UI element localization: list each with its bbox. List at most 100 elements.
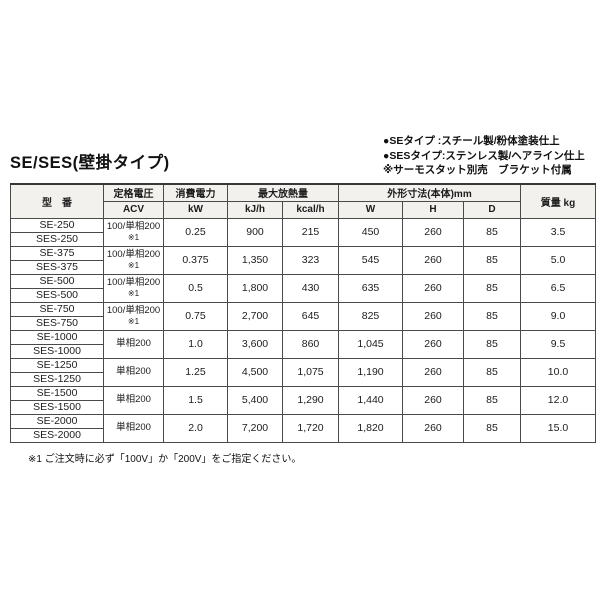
col-header-voltage-unit: ACV bbox=[103, 200, 164, 219]
kcalh-cell: 860 bbox=[282, 329, 339, 359]
col-header-h: H bbox=[402, 200, 464, 219]
col-header-model: 型 番 bbox=[10, 183, 104, 219]
height-cell: 260 bbox=[402, 273, 464, 303]
weight-cell: 9.5 bbox=[520, 329, 596, 359]
width-cell: 1,190 bbox=[338, 357, 403, 387]
spec-table-body: SE-250 100/単相200 ※1 0.25 900 215 450 260 85 3.5 SE… bbox=[10, 217, 596, 443]
power-cell: 1.0 bbox=[163, 329, 228, 359]
model-cell: SE-1500 bbox=[10, 385, 104, 401]
spec-table: 型 番 定格電圧 消費電力 最大放熱量 外形寸法(本体)mm 質量 kg ACV… bbox=[10, 183, 596, 443]
power-cell: 0.375 bbox=[163, 245, 228, 275]
voltage-value: 単相200 bbox=[116, 421, 151, 433]
voltage-value: 100/単相200 bbox=[106, 277, 161, 289]
voltage-value: 単相200 bbox=[116, 365, 151, 377]
kjh-cell: 5,400 bbox=[227, 385, 283, 415]
col-header-weight: 質量 kg bbox=[520, 183, 596, 219]
table-row: SE-1500 単相200 1.5 5,400 1,290 1,440 260 85 12.0 bbox=[10, 385, 596, 415]
page-title: SE/SES(壁掛タイプ) bbox=[10, 154, 170, 172]
col-header-dims: 外形寸法(本体)mm bbox=[338, 183, 521, 202]
note-se-type: ●SEタイプ :スチール製/粉体塗装仕上 bbox=[383, 135, 560, 147]
model-cell: SES-1500 bbox=[10, 399, 104, 415]
weight-cell: 6.5 bbox=[520, 273, 596, 303]
depth-cell: 85 bbox=[463, 357, 521, 387]
width-cell: 635 bbox=[338, 273, 403, 303]
depth-cell: 85 bbox=[463, 413, 521, 443]
table-row: SE-1000 単相200 1.0 3,600 860 1,045 260 85 9.5 bbox=[10, 329, 596, 359]
model-cell: SES-250 bbox=[10, 231, 104, 247]
height-cell: 260 bbox=[402, 413, 464, 443]
table-row: SE-250 100/単相200 ※1 0.25 900 215 450 260 85 3.5 bbox=[10, 217, 596, 247]
height-cell: 260 bbox=[402, 301, 464, 331]
kcalh-cell: 1,720 bbox=[282, 413, 339, 443]
depth-cell: 85 bbox=[463, 329, 521, 359]
table-row: SE-750 100/単相200 ※1 0.75 2,700 645 825 260 85 9.0 bbox=[10, 301, 596, 331]
kjh-cell: 3,600 bbox=[227, 329, 283, 359]
note-thermostat: ※サーモスタット別売 ブラケット付属 bbox=[383, 164, 572, 176]
model-cell: SE-1000 bbox=[10, 329, 104, 345]
col-header-d: D bbox=[463, 200, 521, 219]
width-cell: 825 bbox=[338, 301, 403, 331]
model-cell: SES-1000 bbox=[10, 343, 104, 359]
model-cell: SES-2000 bbox=[10, 427, 104, 443]
voltage-cell: 100/単相200 ※1 bbox=[103, 301, 164, 331]
height-cell: 260 bbox=[402, 357, 464, 387]
depth-cell: 85 bbox=[463, 217, 521, 247]
col-header-heat: 最大放熱量 bbox=[227, 183, 339, 202]
col-header-power-unit: kW bbox=[163, 200, 228, 219]
voltage-value: 単相200 bbox=[116, 337, 151, 349]
voltage-value: 単相200 bbox=[116, 393, 151, 405]
col-header-w: W bbox=[338, 200, 403, 219]
weight-cell: 15.0 bbox=[520, 413, 596, 443]
table-row: SE-500 100/単相200 ※1 0.5 1,800 430 635 260 85 6.5 bbox=[10, 273, 596, 303]
kjh-cell: 1,350 bbox=[227, 245, 283, 275]
power-cell: 0.75 bbox=[163, 301, 228, 331]
power-cell: 1.25 bbox=[163, 357, 228, 387]
col-header-kjh: kJ/h bbox=[227, 200, 283, 219]
voltage-value: 100/単相200 bbox=[106, 249, 161, 261]
depth-cell: 85 bbox=[463, 385, 521, 415]
height-cell: 260 bbox=[402, 217, 464, 247]
height-cell: 260 bbox=[402, 245, 464, 275]
table-row: SES-1000 bbox=[10, 343, 596, 359]
kcalh-cell: 430 bbox=[282, 273, 339, 303]
voltage-note: ※1 bbox=[127, 316, 140, 326]
kcalh-cell: 645 bbox=[282, 301, 339, 331]
width-cell: 1,820 bbox=[338, 413, 403, 443]
depth-cell: 85 bbox=[463, 245, 521, 275]
voltage-value: 100/単相200 bbox=[106, 221, 161, 233]
voltage-cell: 100/単相200 ※1 bbox=[103, 245, 164, 275]
width-cell: 450 bbox=[338, 217, 403, 247]
table-row: SE-2000 単相200 2.0 7,200 1,720 1,820 260 85 15.0 bbox=[10, 413, 596, 443]
kcalh-cell: 323 bbox=[282, 245, 339, 275]
model-cell: SE-375 bbox=[10, 245, 104, 261]
col-header-voltage: 定格電圧 bbox=[103, 183, 164, 202]
table-row: SES-2000 bbox=[10, 427, 596, 443]
power-cell: 1.5 bbox=[163, 385, 228, 415]
model-cell: SE-250 bbox=[10, 217, 104, 233]
col-header-power: 消費電力 bbox=[163, 183, 228, 202]
model-cell: SE-1250 bbox=[10, 357, 104, 373]
model-cell: SE-500 bbox=[10, 273, 104, 289]
weight-cell: 10.0 bbox=[520, 357, 596, 387]
power-cell: 0.5 bbox=[163, 273, 228, 303]
width-cell: 1,440 bbox=[338, 385, 403, 415]
kjh-cell: 1,800 bbox=[227, 273, 283, 303]
power-cell: 2.0 bbox=[163, 413, 228, 443]
model-cell: SE-2000 bbox=[10, 413, 104, 429]
voltage-note: ※1 bbox=[127, 288, 140, 298]
kjh-cell: 7,200 bbox=[227, 413, 283, 443]
kjh-cell: 900 bbox=[227, 217, 283, 247]
model-cell: SES-375 bbox=[10, 259, 104, 275]
width-cell: 1,045 bbox=[338, 329, 403, 359]
model-cell: SE-750 bbox=[10, 301, 104, 317]
weight-cell: 3.5 bbox=[520, 217, 596, 247]
voltage-cell: 単相200 bbox=[103, 357, 164, 387]
voltage-cell: 単相200 bbox=[103, 329, 164, 359]
voltage-footnote: ※1 ご注文時に必ず「100V」か「200V」をご指定ください。 bbox=[28, 454, 302, 465]
weight-cell: 5.0 bbox=[520, 245, 596, 275]
voltage-note: ※1 bbox=[127, 260, 140, 270]
col-header-kcalh: kcal/h bbox=[282, 200, 339, 219]
kjh-cell: 4,500 bbox=[227, 357, 283, 387]
height-cell: 260 bbox=[402, 385, 464, 415]
voltage-cell: 100/単相200 ※1 bbox=[103, 217, 164, 247]
